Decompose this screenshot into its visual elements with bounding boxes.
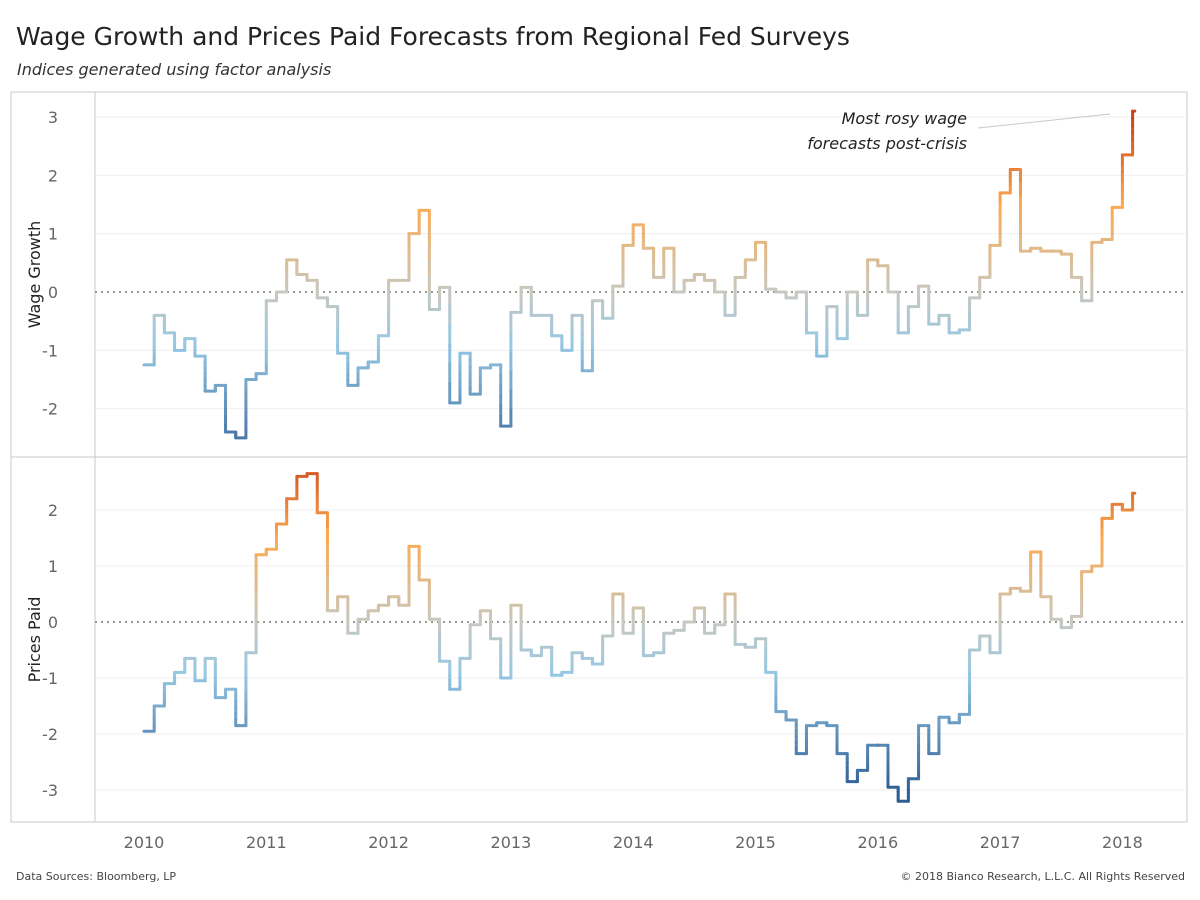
x-tick-label: 2018 <box>1102 833 1143 852</box>
x-tick-label: 2016 <box>857 833 898 852</box>
y-tick-label: 0 <box>48 283 58 302</box>
chart-subtitle: Indices generated using factor analysis <box>17 60 332 79</box>
annotation-text: Most rosy wage <box>842 109 968 128</box>
annotation-leader <box>977 113 1111 129</box>
y-tick-label: 2 <box>48 501 58 520</box>
y-tick-label: -1 <box>42 669 58 688</box>
x-tick-label: 2015 <box>735 833 776 852</box>
y-tick-label: -1 <box>42 341 58 360</box>
x-tick-label: 2012 <box>368 833 409 852</box>
y-axis-label: Wage Growth <box>25 221 44 329</box>
copyright: © 2018 Bianco Research, L.L.C. All Right… <box>900 870 1185 883</box>
data-source: Data Sources: Bloomberg, LP <box>16 870 177 883</box>
panel-wage-growth: -2 -1 0 1 2 3 Wage Growth Most rosy wage forecas… <box>25 108 1187 440</box>
y-tick-label: 1 <box>48 225 58 244</box>
y-tick-label: -2 <box>42 400 58 419</box>
annotation-text: forecasts post-crisis <box>807 134 967 153</box>
x-tick-label: 2011 <box>246 833 287 852</box>
x-tick-label: 2013 <box>491 833 532 852</box>
y-tick-label: -3 <box>42 781 58 800</box>
x-tick-label: 2010 <box>124 833 165 852</box>
x-tick-label: 2014 <box>613 833 654 852</box>
y-tick-label: -2 <box>42 725 58 744</box>
x-tick-label: 2017 <box>980 833 1021 852</box>
y-tick-label: 1 <box>48 557 58 576</box>
y-tick-label: 3 <box>48 108 58 127</box>
y-tick-label: 2 <box>48 166 58 185</box>
chart-title: Wage Growth and Prices Paid Forecasts fr… <box>16 22 850 51</box>
y-axis-label: Prices Paid <box>25 597 44 683</box>
y-tick-label: 0 <box>48 613 58 632</box>
panel-prices-paid: -3 -2 -1 0 1 2 Prices Paid <box>25 472 1187 803</box>
